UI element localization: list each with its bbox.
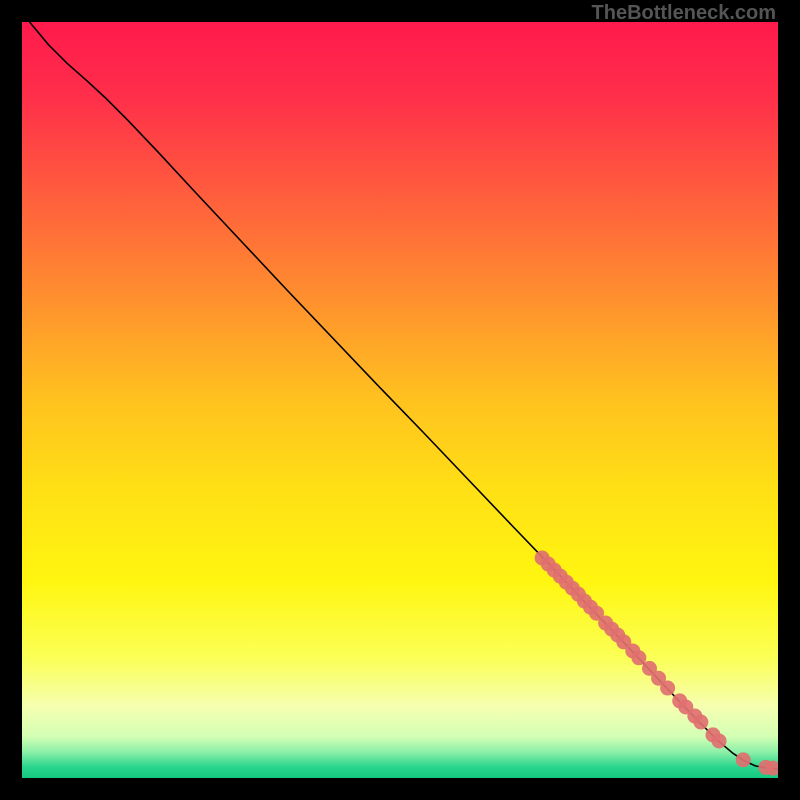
data-point bbox=[660, 681, 675, 696]
chart-frame: TheBottleneck.com bbox=[0, 0, 800, 800]
data-point bbox=[736, 752, 751, 767]
watermark-text: TheBottleneck.com bbox=[592, 2, 776, 25]
data-point bbox=[712, 733, 727, 748]
chart-svg bbox=[22, 22, 778, 778]
data-point bbox=[631, 650, 646, 665]
data-point bbox=[693, 715, 708, 730]
plot-area bbox=[22, 22, 778, 778]
curve-line bbox=[30, 22, 778, 769]
